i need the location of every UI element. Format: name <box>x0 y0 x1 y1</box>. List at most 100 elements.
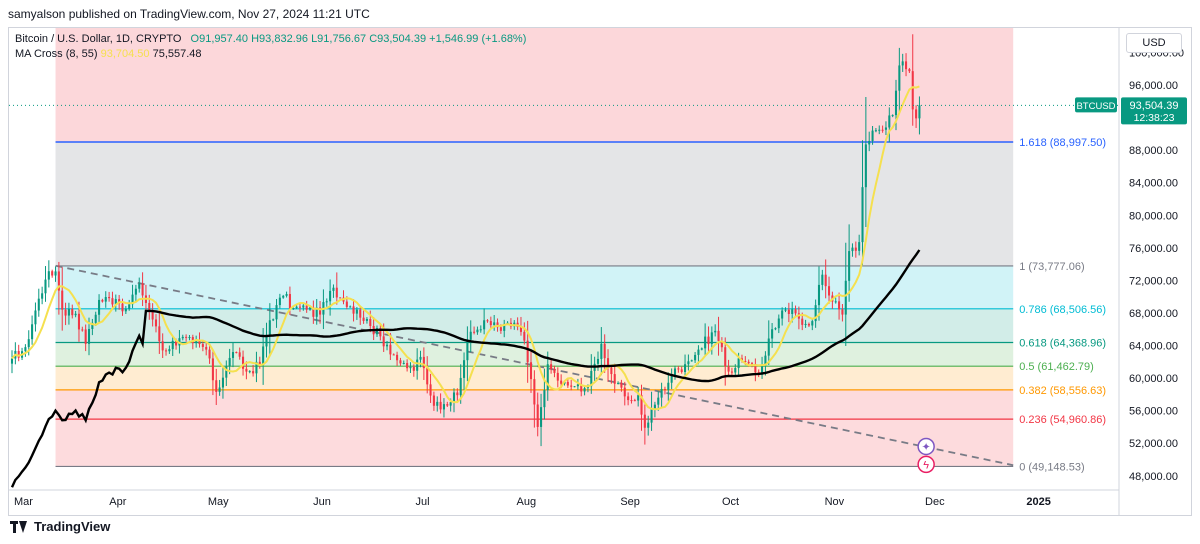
candle-body <box>41 293 44 299</box>
candle-body <box>379 328 382 337</box>
candle-body <box>469 331 472 340</box>
candle-body <box>389 344 392 355</box>
candle-body <box>61 290 64 310</box>
candle-body <box>570 385 573 387</box>
candle-body <box>101 299 104 302</box>
open-value: O91,957.40 <box>190 33 249 45</box>
candle-body <box>44 279 47 294</box>
candle-body <box>429 384 432 396</box>
candle-body <box>365 319 368 321</box>
candle-body <box>275 305 278 320</box>
candle-body <box>432 395 435 406</box>
candle-body <box>302 305 305 308</box>
ticker-tag <box>1075 97 1117 113</box>
price-chart[interactable]: 1.618 (88,997.50) 1 (73,777.06) 0.786 (68,… <box>9 28 1191 515</box>
candle-body <box>168 349 171 352</box>
candle-body <box>369 319 372 326</box>
candle-body <box>566 381 569 386</box>
candle-body <box>503 323 506 331</box>
candle-body <box>714 330 717 333</box>
candle-body <box>131 294 134 305</box>
candle-body <box>767 338 770 356</box>
candle-body <box>416 359 419 371</box>
candle-body <box>730 371 733 373</box>
chart-panel[interactable]: 1.618 (88,997.50) 1 (73,777.06) 0.786 (68,… <box>8 27 1192 516</box>
time-tick-may: May <box>208 496 229 508</box>
candle-body <box>84 329 87 344</box>
candle-body <box>141 283 144 296</box>
fib-band-top <box>55 28 1014 143</box>
candle-body <box>54 271 57 276</box>
candle-body <box>744 360 747 362</box>
candle-body <box>483 320 486 330</box>
time-tick-2025: 2025 <box>1026 496 1050 508</box>
candle-body <box>211 358 214 381</box>
candle-body <box>694 354 697 361</box>
candle-body <box>37 298 40 311</box>
time-tick-jun: Jun <box>313 496 331 508</box>
candle-body <box>861 187 864 243</box>
candle-body <box>98 299 101 315</box>
candle-body <box>817 284 821 306</box>
candle-body <box>844 280 847 315</box>
ma-55-line <box>10 249 921 488</box>
candle-body <box>355 309 358 314</box>
time-tick-sep: Sep <box>620 496 640 508</box>
candle-body <box>463 360 466 378</box>
candle-body <box>690 360 693 362</box>
candle-body <box>747 361 750 364</box>
candle-body <box>519 326 523 332</box>
candle-body <box>298 306 302 308</box>
candle-body <box>111 298 114 305</box>
candle-body <box>442 404 445 410</box>
candle-body <box>841 309 844 315</box>
fib-label-0.618: 0.618 (64,368.96) <box>1019 338 1106 350</box>
candle-body <box>771 329 774 339</box>
candle-body <box>496 322 499 328</box>
candle-body <box>375 328 379 335</box>
candle-body <box>439 401 442 410</box>
candle-body <box>858 242 861 251</box>
time-tick-mar: Mar <box>14 496 33 508</box>
event-bolt-icon <box>917 455 935 474</box>
ma-fast-value: 93,704.50 <box>100 48 150 60</box>
candle-body <box>804 323 807 325</box>
candle-body <box>466 339 469 361</box>
candle-body <box>905 61 908 70</box>
candle-body <box>10 358 14 364</box>
candle-body <box>436 401 439 406</box>
price-tick-label: 80,000.00 <box>1129 210 1178 222</box>
candle-body <box>596 358 600 364</box>
price-tick-label: 56,000.00 <box>1129 406 1178 418</box>
candle-body <box>17 350 20 358</box>
candle-body <box>272 319 275 321</box>
ohlc-legend-row: Bitcoin / U.S. Dollar, 1D, CRYPTO O91,95… <box>15 32 526 47</box>
candle-body <box>794 309 797 314</box>
event-bolt-glyph: ϟ <box>923 459 929 471</box>
price-tick-label: 60,000.00 <box>1129 373 1178 385</box>
candle-body <box>824 274 827 287</box>
fib-label-1: 1 (73,777.06) <box>1019 261 1084 273</box>
candle-body <box>154 319 158 327</box>
candle-body <box>319 307 322 315</box>
candle-body <box>710 332 713 345</box>
publish-header: samyalson published on TradingView.com, … <box>8 7 370 21</box>
event-star-glyph: ✦ <box>922 441 931 453</box>
candle-body <box>362 317 365 321</box>
price-tick-label: 72,000.00 <box>1129 275 1178 287</box>
candle-body <box>47 271 50 280</box>
candle-body <box>245 368 248 372</box>
candle-body <box>31 324 34 340</box>
candle-body <box>205 346 208 350</box>
ma-cross-label: MA Cross (8, 55) <box>15 48 98 60</box>
high-value: H93,832.96 <box>251 33 308 45</box>
candle-body <box>235 352 238 354</box>
last-price-label: 93,504.39 <box>1130 100 1179 112</box>
candle-body <box>479 329 482 331</box>
candle-body <box>385 344 389 347</box>
change-value: +1,546.99 (+1.68%) <box>429 33 527 45</box>
candle-body <box>208 349 211 359</box>
candle-body <box>248 371 251 373</box>
candle-body <box>486 320 489 322</box>
currency-selector[interactable]: USD <box>1126 33 1182 53</box>
